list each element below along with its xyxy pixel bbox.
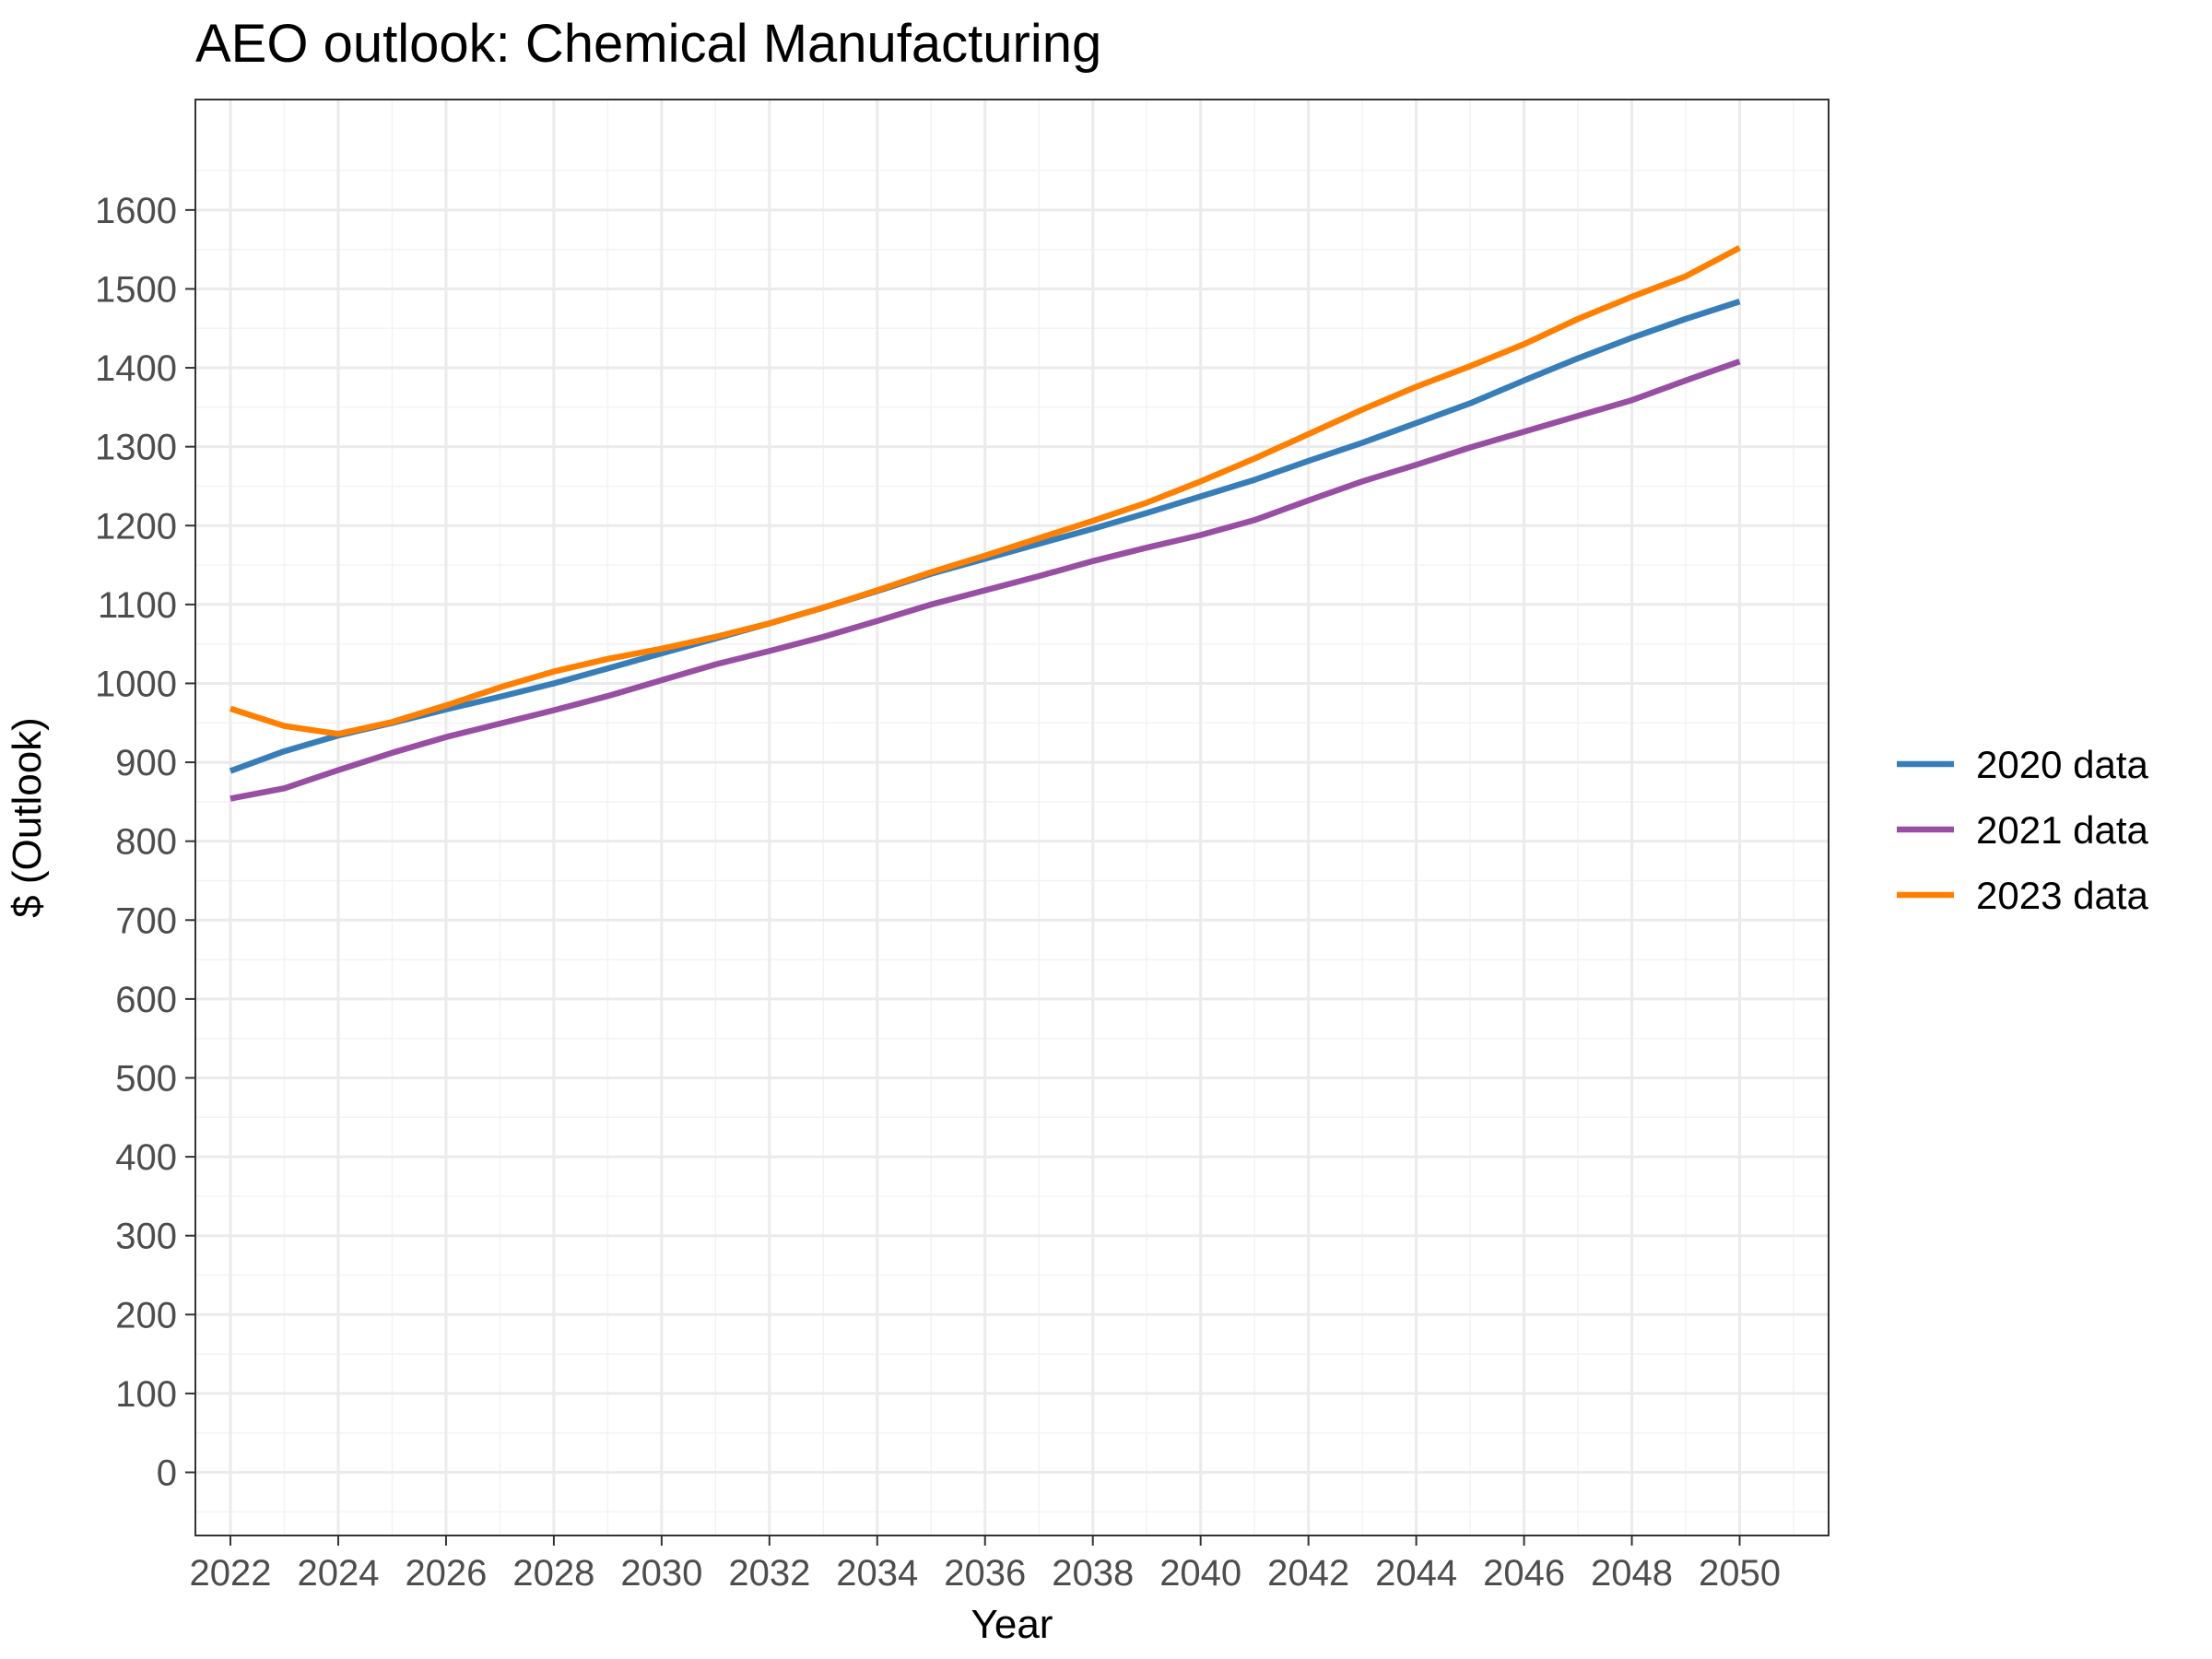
y-tick-label: 0 [157,1453,177,1494]
y-axis: 0 100 200 300 400 500 600 700 800 900 1000 1100 1200… [95,191,195,1494]
y-tick-label: 1400 [95,348,177,389]
y-tick-label: 600 [115,980,177,1020]
plot-area [194,99,1830,1536]
series-line-2021-data [229,359,1741,802]
y-tick-label: 300 [115,1217,177,1257]
x-tick-label: 2034 [836,1553,918,1594]
plot-border [194,99,1830,1536]
y-tick-label: 1600 [95,191,177,231]
legend-item: 2023 data [1897,874,2148,917]
legend-label: 2020 data [1976,743,2148,786]
x-tick-label: 2038 [1052,1553,1134,1594]
x-tick-label: 2048 [1591,1553,1673,1594]
y-tick-label: 100 [115,1374,177,1415]
series-line-2023-data [229,245,1742,737]
x-tick-label: 2046 [1483,1553,1565,1594]
series-lines [229,245,1742,802]
y-tick-label: 800 [115,822,177,863]
x-tick-label: 2024 [297,1553,379,1594]
plot-background [195,100,1829,1535]
x-tick-label: 2044 [1375,1553,1457,1594]
y-tick-label: 200 [115,1295,177,1335]
x-tick-label: 2022 [190,1553,272,1594]
chart-title: AEO outlook: Chemical Manufacturing [195,14,1101,74]
y-tick-label: 1300 [95,428,177,468]
y-tick-label: 700 [115,900,177,941]
x-tick-label: 2030 [620,1553,702,1594]
y-tick-label: 400 [115,1137,177,1178]
y-tick-label: 1500 [95,269,177,310]
grid-major [195,100,1829,1535]
legend-item: 2020 data [1897,743,2148,786]
x-tick-label: 2050 [1699,1553,1781,1594]
x-axis: 2022 2024 2026 2028 2030 2032 2034 2036 2038 2040… [190,1535,1781,1594]
legend-label: 2021 data [1976,808,2148,852]
x-tick-label: 2040 [1159,1553,1241,1594]
y-tick-label: 900 [115,743,177,783]
y-tick-label: 1000 [95,664,177,704]
y-tick-label: 500 [115,1058,177,1099]
legend-label: 2023 data [1976,874,2148,917]
x-tick-label: 2036 [944,1553,1026,1594]
x-axis-title: Year [971,1602,1053,1647]
x-tick-label: 2032 [728,1553,810,1594]
x-tick-label: 2042 [1267,1553,1349,1594]
legend: 2020 data 2021 data 2023 data [1897,743,2148,917]
y-axis-title: $ (Outlook) [5,717,50,918]
legend-item: 2021 data [1897,808,2148,852]
x-tick-label: 2026 [405,1553,487,1594]
y-tick-label: 1200 [95,506,177,547]
grid-minor [195,100,1829,1535]
y-tick-label: 1100 [98,585,177,626]
x-tick-label: 2028 [512,1553,594,1594]
